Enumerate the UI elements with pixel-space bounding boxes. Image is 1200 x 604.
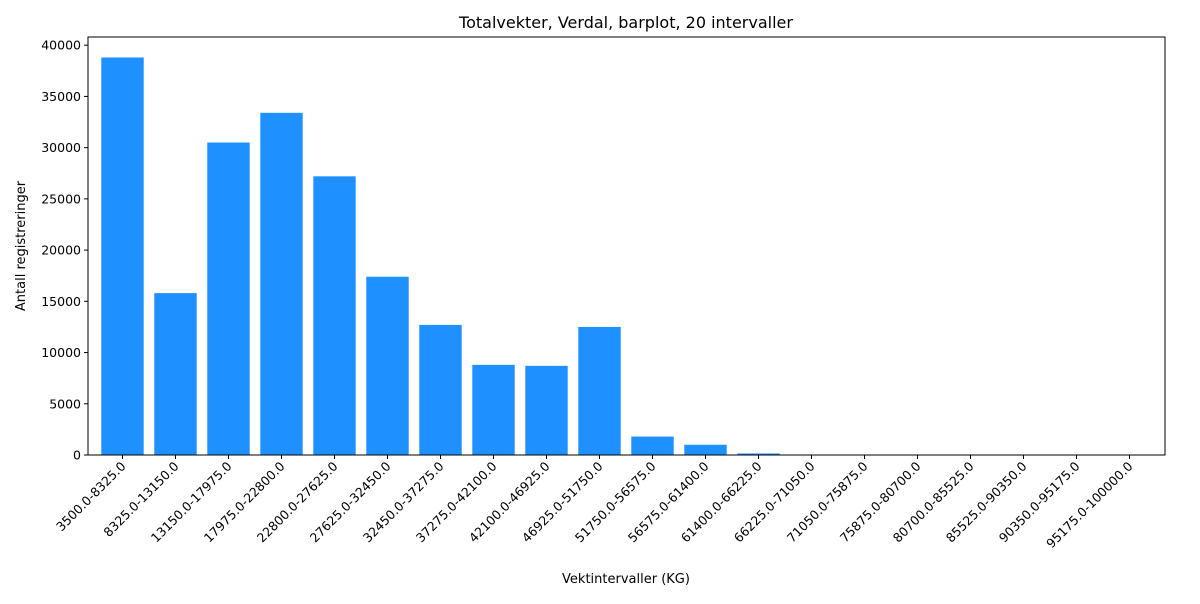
y-tick-label: 35000 — [41, 89, 81, 104]
bar — [419, 324, 462, 455]
y-axis-label: Antall registreringer — [14, 180, 29, 311]
y-tick-label: 15000 — [41, 294, 81, 309]
x-axis: 3500.0-8325.08325.0-13150.013150.0-17975… — [53, 455, 1136, 551]
bar — [578, 326, 621, 455]
y-tick-label: 30000 — [41, 140, 81, 155]
y-tick-label: 10000 — [41, 345, 81, 360]
y-tick-label: 25000 — [41, 191, 81, 206]
plot-frame — [87, 36, 1166, 456]
y-tick-label: 40000 — [41, 38, 81, 53]
y-tick-label: 0 — [73, 448, 81, 463]
y-tick-label: 20000 — [41, 243, 81, 258]
bar — [260, 112, 303, 455]
bar — [207, 142, 250, 455]
bar — [154, 293, 197, 455]
y-axis: 0 5000 10000 15000 20000 25000 30000 35000 40000 — [41, 38, 88, 463]
bar — [737, 453, 780, 455]
bar — [366, 276, 409, 455]
bars-group — [101, 57, 780, 456]
bar — [684, 444, 727, 455]
bar — [313, 176, 356, 455]
bar — [525, 365, 568, 455]
bar — [472, 364, 515, 455]
x-axis-label: Vektintervaller (KG) — [562, 572, 690, 587]
chart-title: Totalvekter, Verdal, barplot, 20 interva… — [458, 13, 793, 32]
bar — [101, 57, 144, 456]
bar — [631, 436, 674, 455]
y-tick-label: 5000 — [49, 396, 81, 411]
